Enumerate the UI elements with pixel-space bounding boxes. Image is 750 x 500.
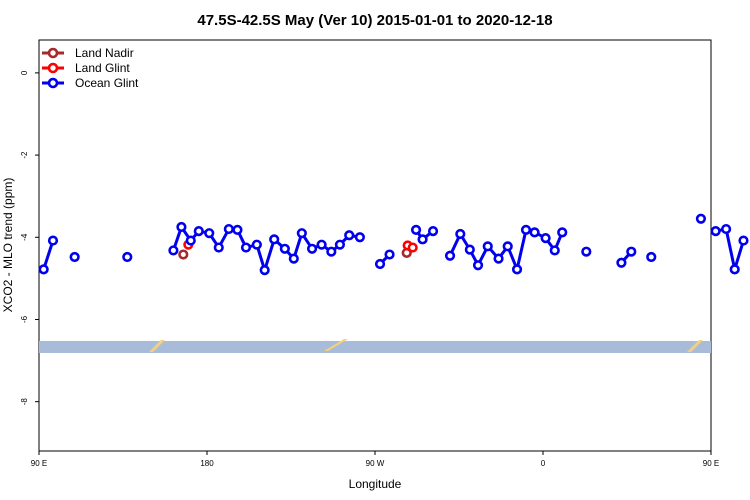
data-point: [444, 250, 456, 261]
data-point: [384, 249, 395, 260]
data-point: [334, 239, 346, 250]
series-ocean-glint: [38, 213, 749, 276]
data-point: [354, 232, 365, 243]
data-point: [122, 251, 133, 263]
data-point: [185, 235, 196, 246]
data-point: [410, 224, 422, 235]
legend-marker: [47, 62, 59, 74]
data-point: [69, 251, 80, 263]
x-tick-label: 0: [541, 459, 546, 468]
data-point: [710, 226, 721, 237]
data-point: [427, 226, 439, 237]
data-point: [464, 244, 475, 255]
data-point: [417, 234, 428, 245]
data-point: [721, 223, 732, 235]
data-point: [581, 246, 592, 257]
data-point: [738, 235, 749, 246]
legend-item: Land Nadir: [42, 46, 134, 60]
legend-marker: [47, 47, 59, 59]
land-strip-patch: [149, 340, 165, 352]
y-tick-label: -2: [20, 151, 29, 159]
data-point: [193, 226, 204, 237]
data-point: [646, 251, 657, 263]
data-point: [176, 221, 187, 233]
data-point: [472, 260, 484, 271]
data-point: [288, 253, 299, 264]
legend-item: Land Glint: [42, 61, 130, 75]
data-point: [455, 228, 466, 240]
legend-label: Land Nadir: [75, 46, 134, 60]
data-point: [296, 228, 307, 239]
series-land-glint: [183, 239, 418, 253]
y-tick-label: -8: [20, 398, 29, 406]
y-tick-label: 0: [20, 70, 29, 75]
series-layer: [38, 213, 749, 276]
data-point: [326, 246, 337, 257]
data-point: [279, 243, 290, 254]
data-point: [493, 253, 504, 264]
data-point: [168, 245, 179, 256]
data-point: [540, 233, 551, 244]
data-point: [269, 234, 280, 245]
data-point: [695, 213, 707, 224]
data-point: [47, 235, 59, 246]
land-strip: [39, 339, 711, 353]
data-point: [251, 239, 262, 250]
x-tick-label: 90 E: [31, 459, 47, 468]
data-point: [316, 239, 327, 250]
data-point: [204, 228, 215, 239]
data-point: [240, 242, 252, 253]
series-line-segment: [263, 238, 276, 271]
land-strip-patch: [324, 339, 348, 351]
data-point: [178, 249, 189, 260]
data-point: [557, 227, 568, 238]
data-point: [407, 242, 418, 253]
data-point: [223, 223, 234, 235]
data-point: [482, 241, 493, 252]
data-point: [213, 242, 224, 253]
legend-item: Ocean Glint: [42, 76, 139, 90]
data-point: [549, 245, 560, 256]
x-axis-ticks: 90 E 180 90 W 0 90 E: [31, 451, 719, 468]
chart-title: 47.5S-42.5S May (Ver 10) 2015-01-01 to 2…: [197, 12, 552, 29]
data-point: [38, 264, 49, 275]
legend-marker: [47, 77, 59, 89]
x-tick-label: 90 W: [366, 459, 385, 468]
x-tick-label: 90 E: [703, 459, 719, 468]
data-point: [626, 246, 637, 257]
legend-label: Land Glint: [75, 61, 130, 75]
y-tick-label: -6: [20, 315, 29, 323]
y-axis-label: XCO2 - MLO trend (ppm): [1, 178, 15, 313]
y-axis-ticks: 0 -2 -4 -6 -8: [20, 70, 39, 405]
data-point: [374, 258, 386, 270]
data-point: [344, 230, 355, 241]
y-tick-label: -4: [20, 233, 29, 241]
data-point: [729, 264, 740, 275]
data-point: [520, 224, 532, 235]
data-point: [306, 243, 318, 254]
data-point: [232, 224, 243, 235]
x-tick-label: 180: [200, 459, 214, 468]
land-strip-patch: [687, 340, 703, 352]
data-point: [616, 257, 627, 268]
data-point: [511, 264, 523, 275]
data-point: [529, 227, 540, 238]
land-strip-band: [39, 341, 711, 353]
x-axis-label: Longitude: [349, 477, 402, 491]
series-line-segment: [515, 229, 528, 270]
data-point: [259, 265, 270, 276]
data-point: [502, 241, 513, 252]
legend-label: Ocean Glint: [75, 76, 139, 90]
series-line-segment: [724, 228, 737, 270]
